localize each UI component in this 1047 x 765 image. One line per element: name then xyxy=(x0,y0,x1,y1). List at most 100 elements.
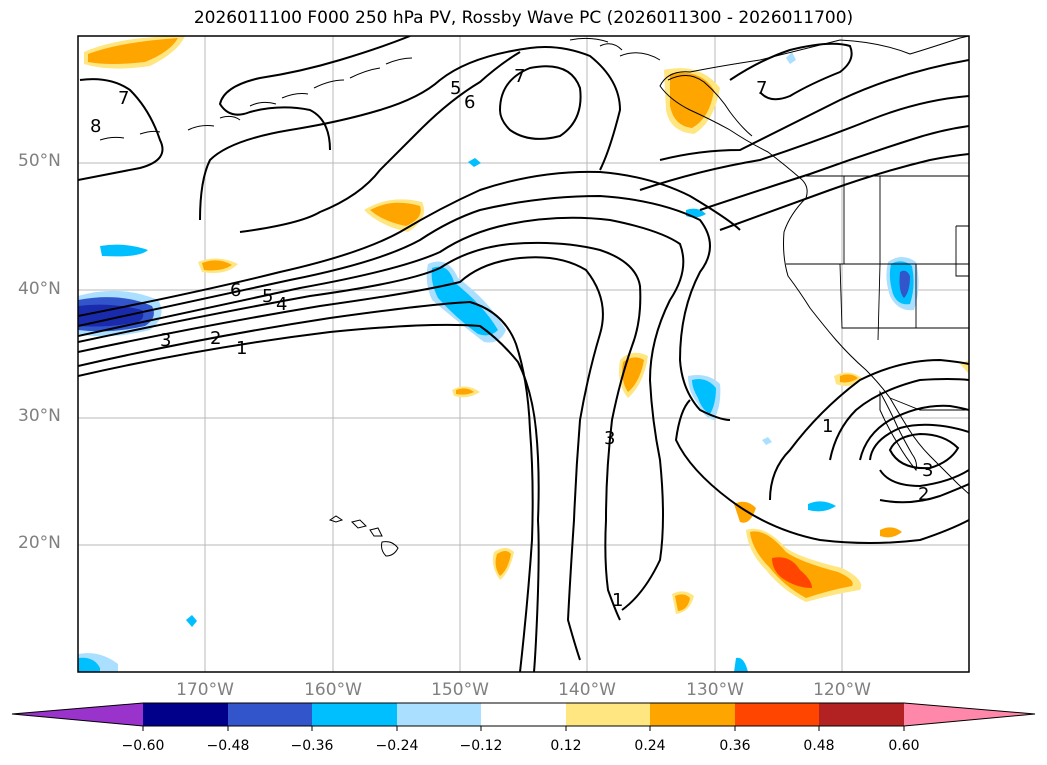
gridlines xyxy=(78,36,969,672)
contour-label: 3 xyxy=(604,428,615,449)
contour-label: 7 xyxy=(756,78,767,99)
pv-contour-2 xyxy=(78,300,534,672)
contour-labels: 7 8 5 6 7 6 5 4 3 2 1 3 1 1 3 2 7 xyxy=(90,66,933,611)
negative-anomaly-patch xyxy=(762,437,772,445)
positive-anomaly-patch xyxy=(880,527,902,538)
pv-anomaly-shading xyxy=(78,36,969,672)
lon-label-160w: 160°W xyxy=(304,680,362,700)
contour-label: 3 xyxy=(922,460,933,481)
map-title: 2026011100 F000 250 hPa PV, Rossby Wave … xyxy=(193,8,854,28)
pv-contour-5 xyxy=(78,216,685,611)
colorbar-tick-label: 0.24 xyxy=(634,738,666,754)
negative-anomaly-patch xyxy=(186,615,197,627)
negative-anomaly-patch xyxy=(808,501,836,512)
contour-label: 1 xyxy=(236,338,247,359)
colorbar-swatch xyxy=(566,703,650,726)
lon-label-170w: 170°W xyxy=(176,680,234,700)
lat-label-40n: 40°N xyxy=(18,279,61,299)
colorbar-tick-label: −0.48 xyxy=(206,738,250,754)
lon-label-130w: 130°W xyxy=(686,680,744,700)
baja-peninsula-coastline xyxy=(879,390,917,472)
colorbar-extend-min xyxy=(12,703,143,726)
colorbar-tick-label: 0.48 xyxy=(803,738,835,754)
lon-label-140w: 140°W xyxy=(558,680,616,700)
contour-label: 1 xyxy=(822,416,833,437)
contour-label: 6 xyxy=(230,280,241,301)
pv-contour-8 xyxy=(78,78,164,181)
pv-contour-18 xyxy=(674,399,969,544)
negative-anomaly-patch xyxy=(734,657,748,672)
pv-contour-14 xyxy=(659,59,969,161)
boundaries xyxy=(786,175,969,411)
pv-contour-24 xyxy=(879,483,969,504)
negative-anomaly-patch xyxy=(899,270,910,298)
lat-label-50n: 50°N xyxy=(18,151,61,171)
positive-anomaly-patch xyxy=(840,374,858,383)
colorbar-swatch xyxy=(228,703,312,726)
positive-anomaly-patch xyxy=(495,551,511,576)
positive-anomaly-patch xyxy=(772,557,812,588)
pv-contour-10 xyxy=(239,51,521,233)
colorbar-tick-label: −0.24 xyxy=(375,738,419,754)
pv-contour-12 xyxy=(218,36,411,151)
lat-label-30n: 30°N xyxy=(18,406,61,426)
positive-anomaly-patch xyxy=(88,38,178,64)
contour-label: 6 xyxy=(464,92,475,113)
negative-anomaly-patch xyxy=(786,52,796,64)
colorbar-swatch xyxy=(481,703,566,726)
north-america-coastline xyxy=(659,36,969,495)
alaska-islands xyxy=(569,37,753,137)
colorbar-tick-label: −0.36 xyxy=(290,738,334,754)
pv-contour-20 xyxy=(829,378,969,461)
positive-anomaly-patch xyxy=(750,531,853,598)
negative-anomaly-patch xyxy=(78,304,144,327)
pv-contour-21 xyxy=(859,404,969,461)
pv-contour-4 xyxy=(78,241,642,621)
colorbar-swatch xyxy=(650,703,735,726)
pv-contour-19 xyxy=(769,358,969,501)
pv-contour-22 xyxy=(869,423,969,461)
us-mexico-border xyxy=(889,397,969,411)
pv-contour-3 xyxy=(78,256,604,661)
colorbar-tick-label: 0.60 xyxy=(888,738,920,754)
contour-label: 7 xyxy=(118,88,129,109)
contour-label: 2 xyxy=(210,328,221,349)
contour-label: 7 xyxy=(514,66,525,87)
contour-label: 5 xyxy=(450,78,461,99)
pv-contour-6 xyxy=(78,194,731,421)
pv-contour-23 xyxy=(879,469,969,488)
pv-contour-11 xyxy=(498,65,582,140)
aleutian-islands xyxy=(99,57,413,141)
negative-anomaly-patch xyxy=(468,158,481,167)
colorbar-swatch xyxy=(143,703,228,726)
positive-anomaly-patch xyxy=(202,260,232,271)
colorbar-swatch xyxy=(312,703,397,726)
contour-label: 5 xyxy=(262,286,273,307)
colorbar-tick-label: 0.36 xyxy=(719,738,751,754)
colorbar-swatch xyxy=(819,703,904,726)
colorbar xyxy=(11,702,1036,731)
contour-label: 3 xyxy=(160,330,171,351)
pv-contour-9 xyxy=(199,46,622,221)
contour-label: 2 xyxy=(918,484,929,505)
map-frame xyxy=(77,35,970,673)
coastlines xyxy=(99,36,969,557)
pv-contour-17 xyxy=(719,153,969,231)
colorbar-extend-max xyxy=(904,703,1035,726)
hawaii-islands xyxy=(328,515,399,557)
lat-label-20n: 20°N xyxy=(18,533,61,553)
pv-contour-16 xyxy=(699,125,969,211)
pv-contour-7 xyxy=(78,170,741,317)
positive-anomaly-patch xyxy=(622,357,644,392)
negative-anomaly-patch xyxy=(78,657,100,672)
positive-anomaly-patch xyxy=(670,72,714,128)
lon-label-120w: 120°W xyxy=(813,680,871,700)
pv-contour-15 xyxy=(639,95,969,191)
contour-label: 4 xyxy=(276,294,287,315)
contour-label: 8 xyxy=(90,116,101,137)
negative-anomaly-patch xyxy=(100,244,148,257)
colorbar-swatch xyxy=(397,703,481,726)
colorbar-swatch xyxy=(735,703,819,726)
pv-contour-1 xyxy=(78,323,540,672)
